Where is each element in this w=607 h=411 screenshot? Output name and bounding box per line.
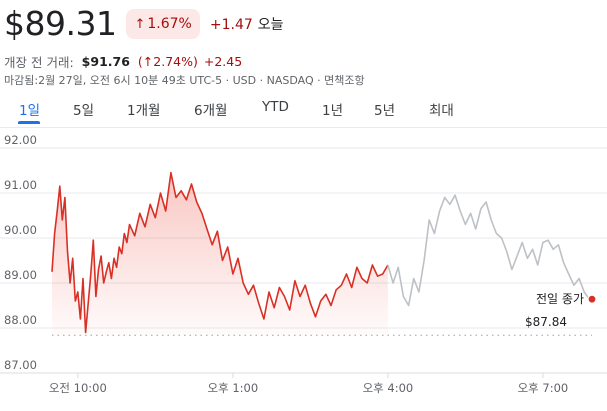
premarket-label: 개장 전 거래: xyxy=(4,55,74,70)
y-tick-label: 91.00 xyxy=(4,178,37,192)
y-tick-label: 87.00 xyxy=(4,358,37,372)
premarket-row: 개장 전 거래: $91.76 (↑2.74%) +2.45 xyxy=(4,52,242,71)
y-tick-label: 89.00 xyxy=(4,268,37,282)
premarket-percent: (↑2.74%) xyxy=(137,54,198,69)
after-hours-line xyxy=(387,194,591,307)
current-price: $89.31 xyxy=(4,4,117,43)
premarket-absolute: +2.45 xyxy=(203,54,243,69)
tab-1m[interactable]: 1개월 xyxy=(127,103,161,119)
y-tick-label: 88.00 xyxy=(4,313,37,327)
active-tab-indicator xyxy=(18,121,40,124)
previous-close-value: $87.84 xyxy=(525,315,567,329)
x-tick-label: 오후 7:00 xyxy=(518,381,569,395)
quote-header: $89.31 ↑ 1.67% +1.47 오늘 xyxy=(4,4,284,44)
range-tabs: 1일 5일 1개월 6개월 YTD 1년 5년 최대 xyxy=(0,99,607,124)
regular-session-area xyxy=(52,172,388,336)
tab-6m[interactable]: 6개월 xyxy=(194,103,228,119)
change-absolute-value: +1.47 xyxy=(209,17,253,33)
x-tick-label: 오후 1:00 xyxy=(208,381,259,395)
change-period: 오늘 xyxy=(257,17,284,33)
change-percent-badge: ↑ 1.67% xyxy=(126,9,200,39)
tab-5d[interactable]: 5일 xyxy=(73,103,95,119)
axis-labels: 92.00 91.00 90.00 89.00 88.00 87.00 오전 10:00 오후… xyxy=(4,133,584,395)
price-area xyxy=(52,172,388,336)
premarket-price: $91.76 xyxy=(81,54,130,69)
regular-session-line xyxy=(51,171,389,334)
market-meta[interactable]: 마감됨:2월 27일, 오전 6시 10분 49초 UTC-5 · USD · … xyxy=(4,74,365,87)
tab-5y[interactable]: 5년 xyxy=(374,103,396,119)
change-absolute: +1.47 오늘 xyxy=(210,14,284,34)
tab-1d[interactable]: 1일 xyxy=(19,103,41,119)
previous-close-label: 전일 종가 xyxy=(536,292,584,306)
y-tick-label: 92.00 xyxy=(4,133,37,147)
tab-1y[interactable]: 1년 xyxy=(322,103,344,119)
y-tick-label: 90.00 xyxy=(4,223,37,237)
arrow-up-icon: ↑ xyxy=(134,16,146,32)
change-percent: 1.67% xyxy=(147,16,192,32)
tab-max[interactable]: 최대 xyxy=(429,103,454,119)
price-lines xyxy=(51,171,597,334)
tabs-divider xyxy=(0,127,607,128)
x-tick-label: 오후 4:00 xyxy=(363,381,414,395)
x-tick-label: 오전 10:00 xyxy=(49,381,107,395)
last-price-dot xyxy=(587,294,597,304)
tab-ytd[interactable]: YTD xyxy=(262,99,289,115)
